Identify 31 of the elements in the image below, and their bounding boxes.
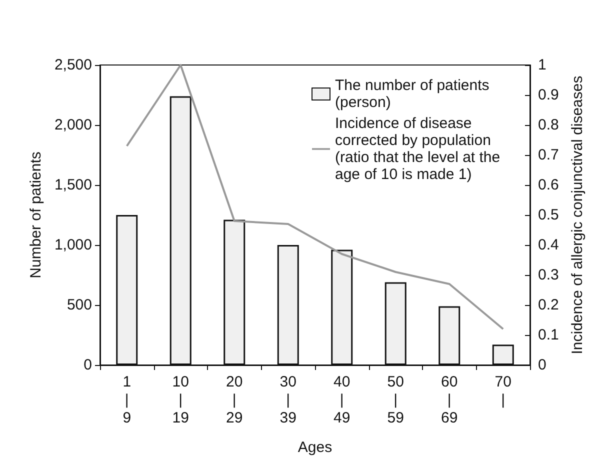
x-tick-label: 40 | 49 [334,374,350,426]
legend-label: Incidence of disease corrected by population (ratio that the level at the age of 10 is made 1) [335,115,504,183]
y2-tick-label: 0.1 [538,326,559,344]
y-tick-label: 1,500 [54,176,92,194]
y2-tick-label: 0.9 [538,86,559,104]
y2-tick-label: 0.2 [538,296,559,314]
x-tick-label: 50 | 59 [387,374,404,426]
y2-tick-label: 0 [538,356,546,374]
x-tick-label: 70 | [494,374,512,408]
y-tick-label: 2,500 [54,56,92,74]
y2-tick-label: 0.8 [538,116,559,134]
x-tick-label: 30 | 39 [280,374,296,426]
y2-tick-label: 1 [538,56,546,74]
legend-label: The number of patients (person) [335,77,494,111]
y-axis-title: Number of patients [28,152,45,278]
y-tick-label: 2,000 [54,116,92,134]
line-series [126,64,504,330]
y2-tick-label: 0.4 [538,236,559,254]
y2-tick-label: 0.6 [538,176,559,194]
x-tick-label: 1 | 9 [122,374,132,426]
x-tick-label: 10 | 19 [172,374,189,426]
y-tick-label: 500 [66,296,92,314]
y2-tick-label: 0.5 [538,206,559,224]
x-tick-label: 60 | 69 [441,374,458,426]
x-tick-label: 20 | 29 [226,374,243,426]
y2-tick-label: 0.3 [538,266,559,284]
y-tick-label: 1,000 [54,236,92,254]
x-axis-title: Ages [298,439,332,456]
y-tick-label: 0 [84,356,92,374]
y2-axis-title: Incidence of allergic conjunctival diseases [568,76,586,354]
y2-tick-label: 0.7 [538,146,559,164]
